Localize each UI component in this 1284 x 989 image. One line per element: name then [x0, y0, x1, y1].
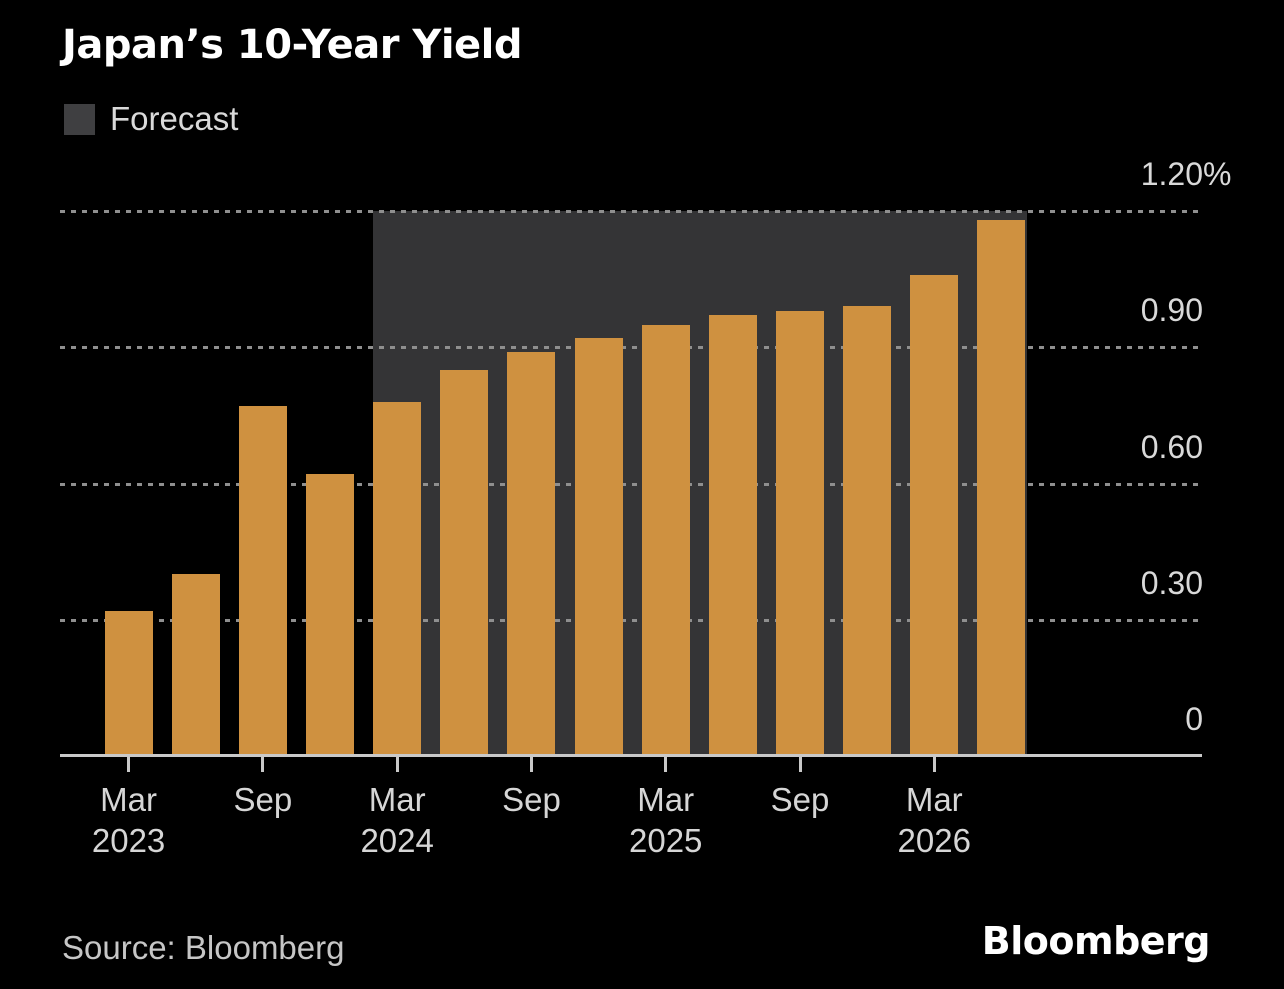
- bar-jun-2026: [977, 220, 1026, 756]
- chart-plot-area: [60, 210, 1202, 756]
- x-axis-label-mar-2023: Mar 2023: [91, 781, 166, 859]
- x-axis-label-sep: Sep: [770, 781, 830, 818]
- y-axis-label-0.60: 0.60: [1140, 428, 1203, 465]
- y-axis-label-1.20: 1.20%: [1140, 156, 1232, 192]
- bar-mar-2024: [373, 401, 422, 756]
- forecast-legend-swatch: [64, 103, 95, 135]
- percent-suffix: %: [1203, 156, 1232, 192]
- gridline-0.90: [60, 346, 1202, 350]
- x-axis-label-mar-2025: Mar 2025: [629, 781, 703, 859]
- bloomberg-logo: Bloomberg: [981, 919, 1211, 963]
- bar-jun-2024: [440, 369, 489, 756]
- bar-sep-2023: [238, 406, 287, 756]
- x-axis-label-sep: Sep: [502, 781, 561, 818]
- x-tick-mark: [798, 757, 802, 772]
- x-tick-mark: [932, 757, 936, 772]
- y-axis-label-0: 0: [1185, 701, 1203, 737]
- x-tick-mark: [664, 757, 668, 772]
- x-tick-mark: [529, 757, 533, 772]
- gridline-1.20: [60, 210, 1202, 213]
- bar-jun-2025: [708, 315, 757, 756]
- forecast-legend-label: Forecast: [110, 100, 239, 137]
- y-axis-label-0.30: 0.30: [1140, 564, 1203, 601]
- gridline-0.60: [60, 482, 1202, 486]
- bar-dec-2024: [574, 338, 623, 756]
- bar-mar-2026: [910, 274, 959, 756]
- x-tick-mark: [395, 757, 399, 772]
- gridline-0.30: [60, 618, 1202, 622]
- bar-jun-2023: [171, 574, 220, 756]
- x-axis-label-sep: Sep: [233, 781, 293, 818]
- x-axis-line: [60, 754, 1202, 757]
- chart-title: Japan’s 10-Year Yield: [62, 22, 523, 68]
- bar-dec-2023: [306, 474, 355, 756]
- bar-sep-2024: [507, 351, 556, 756]
- y-axis-label-0.90: 0.90: [1140, 292, 1203, 329]
- x-axis-label-mar-2024: Mar 2024: [360, 781, 434, 859]
- source-note: Source: Bloomberg: [62, 929, 345, 966]
- legend: Forecast: [64, 100, 239, 137]
- bar-dec-2025: [843, 306, 892, 756]
- bar-mar-2025: [641, 324, 690, 756]
- bar-mar-2023: [104, 610, 153, 756]
- x-tick-mark: [261, 757, 265, 772]
- x-tick-mark: [127, 757, 131, 772]
- bar-sep-2025: [776, 310, 824, 756]
- x-axis-label-mar-2026: Mar 2026: [897, 781, 971, 859]
